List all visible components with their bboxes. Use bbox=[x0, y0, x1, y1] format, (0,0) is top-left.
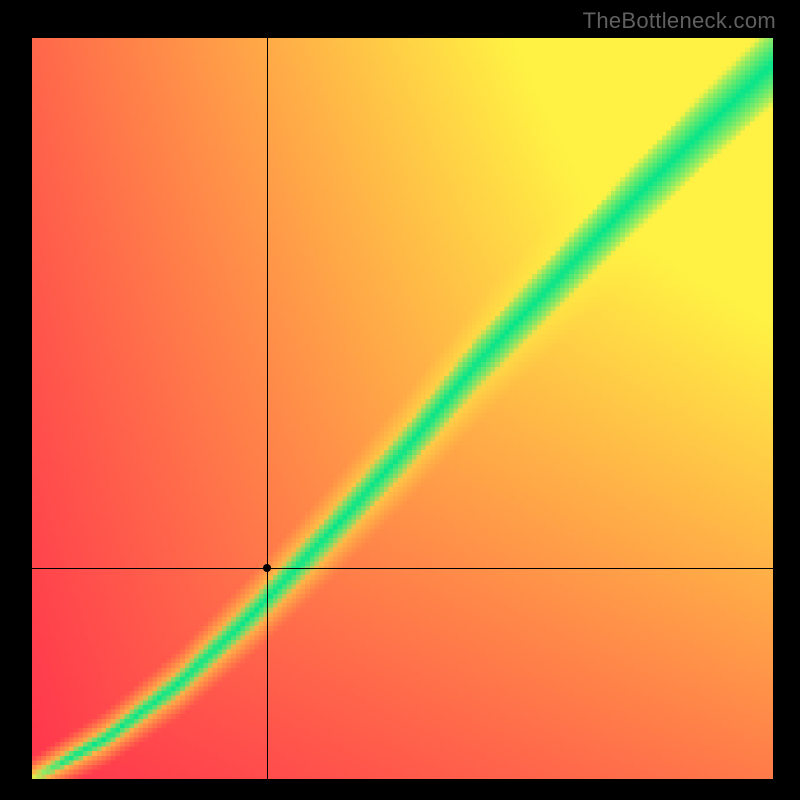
crosshair-marker bbox=[263, 564, 271, 572]
crosshair-vertical bbox=[267, 38, 268, 779]
crosshair-horizontal bbox=[32, 568, 773, 569]
chart-container: TheBottleneck.com bbox=[0, 0, 800, 800]
heatmap-canvas bbox=[32, 38, 773, 779]
plot-area bbox=[32, 38, 773, 779]
watermark-text: TheBottleneck.com bbox=[583, 8, 776, 34]
